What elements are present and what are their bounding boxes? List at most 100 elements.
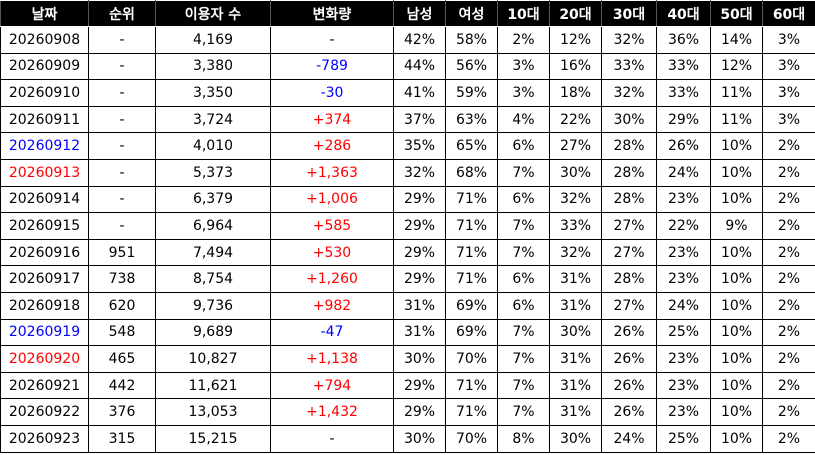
data-cell: -	[88, 132, 156, 160]
table-row: 20260913-5,373 +1,363 32% 68% 7% 30% 28% 24% 10%…	[0, 158, 815, 187]
data-cell: -	[88, 212, 156, 240]
data-cell: 2%	[762, 318, 815, 347]
change-cell: +530	[270, 238, 394, 267]
data-cell: 71%	[445, 238, 498, 267]
change-cell: +1,432	[270, 398, 394, 426]
data-cell: 44%	[393, 52, 446, 81]
data-cell: 70%	[445, 345, 498, 373]
data-cell: 620	[88, 291, 156, 320]
data-cell: 2%	[762, 185, 815, 214]
change-cell: -47	[270, 318, 394, 347]
data-cell: 10%	[710, 291, 763, 320]
data-cell: 30%	[601, 105, 657, 134]
data-cell: 2%	[497, 26, 550, 54]
data-cell: 26%	[601, 371, 657, 400]
date-cell: 20260911	[0, 105, 89, 134]
data-cell: 23%	[656, 238, 711, 267]
data-cell: 14%	[710, 26, 763, 54]
data-cell: 18%	[549, 79, 602, 107]
data-cell: 30%	[549, 158, 602, 187]
data-cell: 23%	[656, 398, 711, 426]
change-cell: +794	[270, 371, 394, 400]
data-cell: 4,169	[155, 26, 271, 54]
table-row: 20260910-3,350 -30 41% 59% 3% 18% 32% 33% 11% 3%	[0, 79, 815, 107]
date-cell: 20260916	[0, 238, 89, 267]
data-cell: 16%	[549, 52, 602, 81]
data-cell: 26%	[601, 398, 657, 426]
change-cell: +1,363	[270, 158, 394, 187]
date-cell: 20260908	[0, 26, 89, 54]
table-row: 20260922 376 13,053 +1,432 29% 71% 7% 31% 26% 23%…	[0, 398, 815, 426]
table-row: 20260918 620 9,736 +982 31% 69% 6% 31% 27% 24% 10%…	[0, 291, 815, 320]
data-cell: 442	[88, 371, 156, 400]
data-cell: 26%	[656, 132, 711, 160]
data-cell: 3,380	[155, 52, 271, 81]
data-cell: 31%	[549, 291, 602, 320]
data-cell: 4,010	[155, 132, 271, 160]
data-cell: 6,379	[155, 185, 271, 214]
data-cell: 13,053	[155, 398, 271, 426]
header-cell: 40대	[656, 0, 711, 27]
data-cell: 465	[88, 345, 156, 373]
header-cell: 30대	[601, 0, 657, 27]
data-cell: 12%	[710, 52, 763, 81]
table-row: 20260912-4,010 +286 35% 65% 6% 27% 28% 26% 10% 2%	[0, 132, 815, 160]
data-cell: 37%	[393, 105, 446, 134]
data-cell: 738	[88, 265, 156, 293]
data-cell: 29%	[393, 398, 446, 426]
data-cell: 26%	[601, 318, 657, 347]
data-cell: 71%	[445, 212, 498, 240]
data-cell: 28%	[601, 132, 657, 160]
data-cell: 32%	[601, 79, 657, 107]
change-cell: -	[270, 26, 394, 54]
data-cell: 2%	[762, 371, 815, 400]
date-cell: 20260923	[0, 424, 89, 453]
data-cell: 27%	[601, 291, 657, 320]
data-cell: -	[88, 79, 156, 107]
data-cell: 24%	[656, 291, 711, 320]
data-cell: 2%	[762, 212, 815, 240]
data-cell: 951	[88, 238, 156, 267]
data-cell: 69%	[445, 291, 498, 320]
table-row: 20260916 951 7,494 +530 29% 71% 7% 32% 27% 23% 10%…	[0, 238, 815, 267]
data-cell: 4%	[497, 105, 550, 134]
data-cell: 6%	[497, 132, 550, 160]
data-cell: 33%	[656, 79, 711, 107]
table-body: 20260908-4,169-42% 58% 2% 12% 32% 36% 14% 3% 202…	[0, 26, 815, 453]
data-cell: 30%	[549, 424, 602, 453]
data-cell: 56%	[445, 52, 498, 81]
header-cell: 이용자 수	[155, 0, 271, 27]
header-cell: 여성	[445, 0, 498, 27]
data-cell: 23%	[656, 185, 711, 214]
data-cell: 9,736	[155, 291, 271, 320]
data-cell: 36%	[656, 26, 711, 54]
data-cell: 11,621	[155, 371, 271, 400]
data-cell: 70%	[445, 424, 498, 453]
data-cell: 8%	[497, 424, 550, 453]
date-cell: 20260919	[0, 318, 89, 347]
data-cell: 31%	[549, 265, 602, 293]
data-cell: 7%	[497, 345, 550, 373]
data-cell: 71%	[445, 398, 498, 426]
data-cell: -	[88, 52, 156, 81]
date-cell: 20260915	[0, 212, 89, 240]
data-cell: 10%	[710, 238, 763, 267]
data-cell: 32%	[549, 185, 602, 214]
data-cell: 30%	[549, 318, 602, 347]
data-cell: 8,754	[155, 265, 271, 293]
data-cell: 22%	[549, 105, 602, 134]
data-cell: -	[88, 26, 156, 54]
data-cell: 29%	[393, 212, 446, 240]
data-cell: 41%	[393, 79, 446, 107]
data-cell: 2%	[762, 238, 815, 267]
data-cell: 28%	[601, 185, 657, 214]
table-row: 20260921 442 11,621 +794 29% 71% 7% 31% 26% 23% 10…	[0, 371, 815, 400]
data-cell: -	[88, 185, 156, 214]
data-cell: 7%	[497, 158, 550, 187]
data-cell: 10%	[710, 185, 763, 214]
change-cell: -30	[270, 79, 394, 107]
header-cell: 20대	[549, 0, 602, 27]
data-cell: 65%	[445, 132, 498, 160]
data-cell: 29%	[656, 105, 711, 134]
